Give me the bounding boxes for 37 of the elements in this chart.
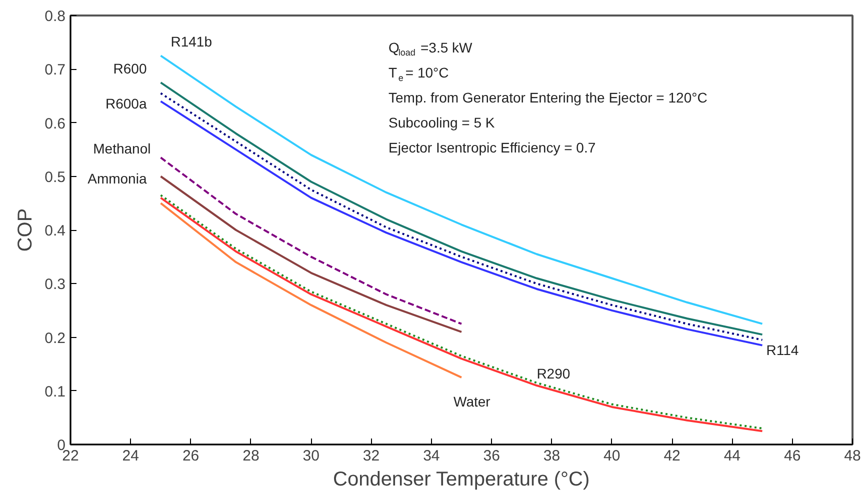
x-tick-label: 30 xyxy=(302,448,320,464)
series-label: R600a xyxy=(105,95,147,112)
annotation: Ejector Isentropic Efficiency = 0.7 xyxy=(388,140,596,156)
x-tick-label: 46 xyxy=(784,448,801,464)
x-tick-label: 24 xyxy=(122,448,139,464)
y-tick-label: 0.1 xyxy=(44,383,66,400)
x-tick-label: 48 xyxy=(844,448,861,464)
x-tick-label: 28 xyxy=(242,448,260,464)
y-tick-label: 0.3 xyxy=(44,276,66,294)
y-tick-label: 0.2 xyxy=(44,330,66,347)
annotation: Temp. from Generator Entering the Ejector = 120°C xyxy=(388,90,708,106)
x-axis-title: Condenser Temperature (°C) xyxy=(333,468,590,490)
x-tick-label: 36 xyxy=(483,448,500,464)
x-tick-label: 44 xyxy=(724,448,741,464)
series-label: Water xyxy=(454,393,491,410)
y-axis-title: COP xyxy=(14,208,37,252)
x-tick-label: 32 xyxy=(362,448,380,464)
line-series xyxy=(160,175,462,333)
x-tick-label: 40 xyxy=(604,448,620,464)
y-tick-label: 0.5 xyxy=(44,168,66,186)
y-tick-label: 0.8 xyxy=(44,8,66,25)
series-label: R290 xyxy=(536,366,570,382)
annotation: Subcooling = 5 K xyxy=(388,114,496,130)
series-label: Ammonia xyxy=(88,170,147,186)
line-series xyxy=(160,202,462,378)
x-tick-label: 38 xyxy=(543,448,560,464)
series-label: R114 xyxy=(766,342,799,358)
line-series xyxy=(160,156,462,325)
y-tick-label: 0.7 xyxy=(44,62,66,79)
y-tick-label: 0.6 xyxy=(44,115,66,132)
x-tick-label: 42 xyxy=(664,448,680,464)
series-label: Methanol xyxy=(93,140,151,157)
x-tick-label: 34 xyxy=(423,448,440,464)
series-label: R141b xyxy=(170,34,212,50)
x-tick-label: 26 xyxy=(182,448,200,464)
y-tick-label: 0.4 xyxy=(44,222,66,240)
series-label: R600 xyxy=(113,60,147,77)
